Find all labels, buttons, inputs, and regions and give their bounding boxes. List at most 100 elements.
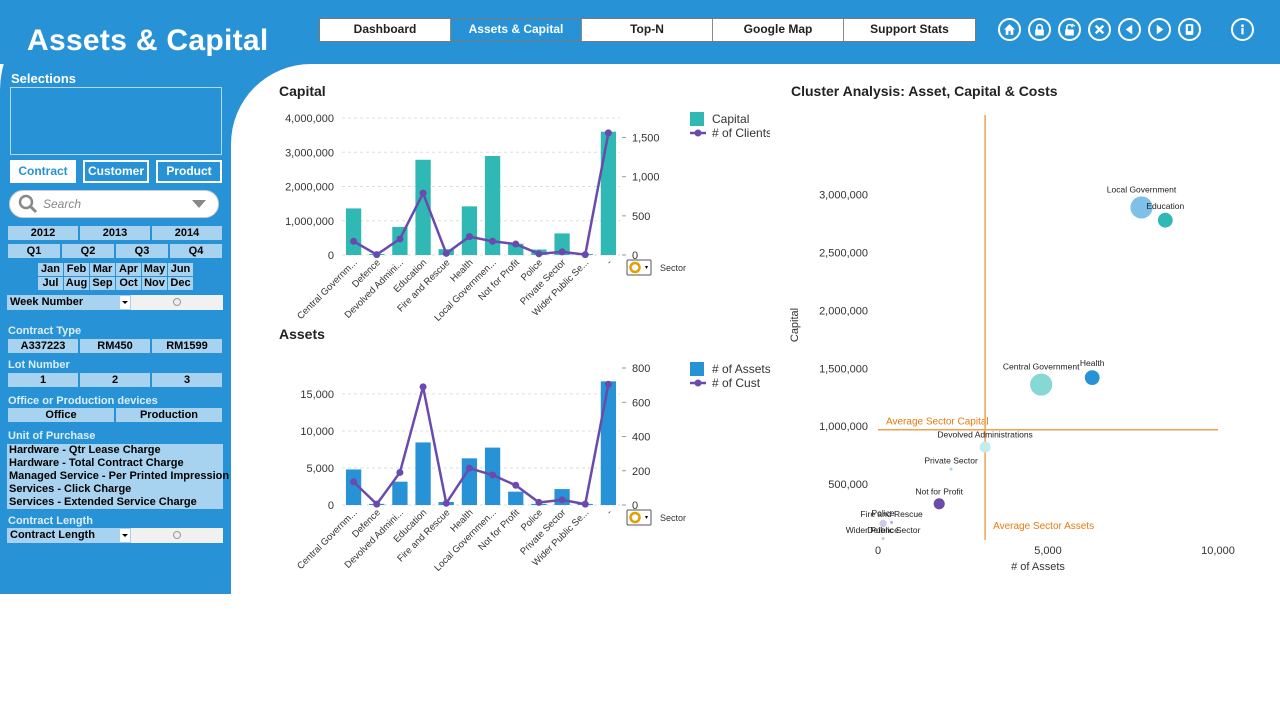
month-item[interactable]: Dec	[168, 277, 193, 290]
week-number-field[interactable]: Week Number	[7, 295, 131, 310]
capital-bar	[461, 206, 478, 255]
month-item[interactable]: Jan	[38, 263, 63, 276]
capital-line-point	[396, 235, 404, 243]
month-item[interactable]: Aug	[64, 277, 89, 290]
panel-tab-product[interactable]: Product	[156, 160, 222, 183]
unit-of-purchase-item[interactable]: Services - Extended Service Charge	[9, 496, 197, 508]
forward-icon[interactable]	[1148, 18, 1171, 41]
month-item[interactable]: Sep	[90, 277, 115, 290]
y-tick-label-right: 200	[632, 466, 650, 478]
week-number-label: Week Number	[10, 296, 84, 308]
current-selections-box[interactable]	[10, 87, 222, 155]
tab-dashboard[interactable]: Dashboard	[320, 19, 451, 41]
selections-label: Selections	[11, 71, 77, 86]
quarter-item[interactable]: Q4	[169, 243, 223, 259]
capital-bar	[415, 159, 431, 255]
y-tick-label-left: 1,000,000	[285, 216, 334, 228]
office-production-item[interactable]: Production	[115, 407, 223, 423]
tab-assets-capital[interactable]: Assets & Capital	[451, 19, 582, 41]
clear-icon[interactable]	[1088, 18, 1111, 41]
y-tick-label-right: 400	[632, 432, 650, 444]
panel-tab-contract[interactable]: Contract	[10, 160, 76, 183]
lot-number-listbox: 1 2 3	[7, 372, 223, 388]
unit-of-purchase-item[interactable]: Managed Service - Per Printed Impression	[9, 470, 230, 482]
capital-bar	[508, 243, 524, 255]
slider-handle[interactable]	[173, 298, 181, 306]
y-tick-label: 1,500,000	[819, 363, 868, 375]
year-item[interactable]: 2012	[7, 225, 79, 241]
week-number-track[interactable]	[131, 295, 223, 310]
quarter-item[interactable]: Q2	[61, 243, 115, 259]
legend-label: # of Assets	[712, 362, 770, 376]
contract-type-item[interactable]: RM450	[79, 338, 151, 354]
lot-number-item[interactable]: 3	[151, 372, 223, 388]
cycle-dropdown-arrow	[645, 266, 648, 269]
tab-top-n[interactable]: Top-N	[582, 19, 713, 41]
chevron-down-icon[interactable]	[120, 296, 130, 309]
year-item[interactable]: 2014	[151, 225, 223, 241]
bookmark-icon[interactable]	[1178, 18, 1201, 41]
legend-marker	[694, 379, 702, 387]
chevron-down-icon[interactable]	[120, 529, 130, 542]
legend-swatch	[690, 112, 704, 126]
capital-line	[352, 132, 610, 257]
assets-line-point	[373, 500, 381, 508]
assets-bar	[345, 469, 362, 505]
scatter-point	[933, 498, 945, 510]
scatter-point	[979, 441, 991, 453]
week-number-slider: Week Number	[7, 295, 223, 310]
month-item[interactable]: Nov	[142, 277, 167, 290]
contract-length-field[interactable]: Contract Length	[7, 528, 131, 543]
panel-tab-customer[interactable]: Customer	[83, 160, 149, 183]
scatter-point-label: Education	[1146, 201, 1184, 211]
lot-number-item[interactable]: 1	[7, 372, 79, 388]
home-icon[interactable]	[998, 18, 1021, 41]
unit-of-purchase-item[interactable]: Hardware - Qtr Lease Charge	[9, 444, 161, 456]
unit-of-purchase-label: Unit of Purchase	[8, 430, 96, 442]
legend-marker	[694, 129, 702, 137]
reference-label-assets: Average Sector Assets	[993, 521, 1094, 532]
unit-of-purchase-item[interactable]: Services - Click Charge	[9, 483, 132, 495]
month-item[interactable]: Jun	[168, 263, 193, 276]
assets-line-point	[489, 471, 497, 479]
lot-number-item[interactable]: 2	[79, 372, 151, 388]
capital-bar	[600, 131, 617, 255]
tab-google-map[interactable]: Google Map	[713, 19, 844, 41]
month-item[interactable]: Jul	[38, 277, 63, 290]
quarter-item[interactable]: Q1	[7, 243, 61, 259]
month-item[interactable]: May	[142, 263, 167, 276]
cycle-group-icon	[626, 259, 652, 276]
unit-of-purchase-item[interactable]: Hardware - Total Contract Charge	[9, 457, 184, 469]
year-item[interactable]: 2013	[79, 225, 151, 241]
month-item[interactable]: Mar	[90, 263, 115, 276]
legend-label: # of Cust	[712, 376, 761, 390]
assets-bar	[392, 481, 408, 505]
back-icon[interactable]	[1118, 18, 1141, 41]
y-tick-label-right: 0	[632, 250, 638, 262]
office-production-item[interactable]: Office	[7, 407, 115, 423]
assets-line-point	[419, 383, 427, 391]
contract-type-item[interactable]: RM1599	[151, 338, 223, 354]
capital-chart-title: Capital	[279, 83, 326, 99]
tab-support-stats[interactable]: Support Stats	[844, 19, 975, 41]
month-item[interactable]: Feb	[64, 263, 89, 276]
dimension-label: Sector	[660, 263, 686, 273]
search-dropdown-icon[interactable]	[192, 200, 206, 208]
quarter-item[interactable]: Q3	[115, 243, 169, 259]
slider-handle[interactable]	[173, 531, 181, 539]
contract-length-track[interactable]	[131, 528, 223, 543]
capital-line-point	[535, 250, 543, 258]
scatter-point-label: Devolved Administrations	[937, 430, 1032, 440]
capital-line-point	[350, 237, 358, 245]
reference-label-capital: Average Sector Capital	[886, 417, 989, 428]
month-item[interactable]: Apr	[116, 263, 141, 276]
search-icon	[18, 194, 38, 214]
scatter-point	[1130, 196, 1153, 219]
unlock-icon[interactable]	[1058, 18, 1081, 41]
cluster-chart: 500,000 1,000,000 1,500,000 2,000,000 2,500,…	[789, 115, 1235, 573]
info-icon[interactable]	[1231, 18, 1254, 41]
contract-type-item[interactable]: A337223	[7, 338, 79, 354]
month-item[interactable]: Oct	[116, 277, 141, 290]
search-input[interactable]: Search	[9, 190, 219, 218]
lock-icon[interactable]	[1028, 18, 1051, 41]
